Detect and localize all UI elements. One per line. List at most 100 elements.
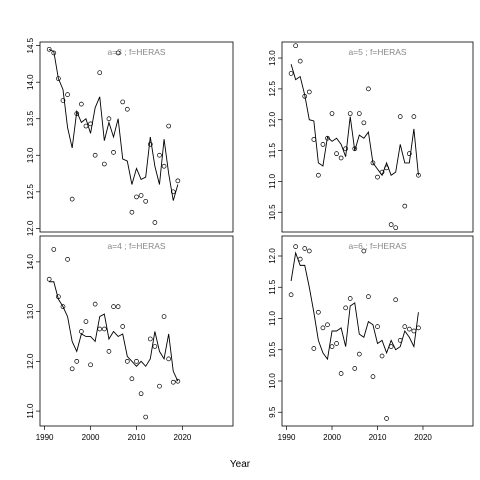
data-point (83, 123, 89, 129)
data-point (101, 326, 107, 332)
x-tick-label: 2000 (323, 433, 341, 442)
y-tick-label: 11.5 (268, 279, 277, 295)
fitted-line (290, 251, 419, 361)
data-point (83, 319, 89, 324)
data-point (288, 71, 294, 76)
x-tick-label: 1990 (278, 433, 296, 442)
data-point (352, 146, 358, 152)
panel-title: a=4 ; f=HERAS (107, 241, 165, 251)
data-point (65, 257, 70, 262)
data-point (115, 50, 121, 56)
panel-title: a=5 ; f=HERAS (348, 47, 406, 57)
data-point (69, 196, 75, 202)
data-point (311, 346, 317, 351)
data-point (370, 374, 376, 379)
fitted-line (290, 64, 419, 177)
x-tick-label: 1990 (36, 433, 54, 442)
data-point (388, 222, 394, 227)
data-point (334, 341, 339, 346)
data-point (51, 247, 57, 252)
data-point (329, 344, 335, 349)
y-tick-label: 13.0 (26, 147, 35, 163)
data-point (106, 116, 112, 122)
data-point (375, 324, 380, 329)
data-point (347, 111, 353, 116)
data-point (138, 193, 144, 198)
data-point (416, 325, 421, 331)
data-point (92, 152, 98, 158)
data-point (175, 378, 181, 384)
data-point (297, 58, 303, 64)
panel-title: a=3 ; f=HERAS (107, 47, 165, 57)
data-point (343, 305, 349, 311)
data-point (129, 376, 135, 382)
data-point (388, 344, 394, 349)
data-point (384, 416, 389, 421)
data-point (311, 137, 317, 142)
data-point (111, 304, 116, 309)
data-point (361, 120, 367, 126)
data-point (384, 165, 389, 171)
data-point (166, 356, 172, 362)
y-tick-label: 9.5 (268, 406, 277, 418)
y-tick-label: 14.0 (26, 74, 35, 90)
data-point (106, 349, 112, 354)
y-tick-label: 10.0 (268, 373, 277, 389)
data-point (56, 76, 61, 81)
data-point (97, 70, 103, 76)
fitted-line (48, 48, 179, 201)
data-point (302, 93, 308, 99)
data-point (129, 209, 135, 215)
y-tick-label: 11.0 (268, 310, 277, 326)
plot-frame (39, 235, 234, 427)
y-tick-label: 13.5 (26, 110, 35, 126)
data-point (101, 161, 107, 167)
data-point (65, 92, 70, 97)
data-point (329, 111, 335, 116)
data-point (356, 351, 362, 357)
data-point (402, 203, 408, 209)
data-point (306, 89, 312, 95)
data-point (397, 338, 403, 343)
data-point (124, 106, 130, 112)
data-point (60, 98, 66, 103)
data-point (316, 309, 321, 315)
data-point (416, 172, 421, 178)
data-point (297, 256, 303, 262)
data-point (79, 101, 84, 107)
data-point (411, 328, 417, 334)
data-point (320, 142, 326, 147)
data-point (147, 336, 153, 342)
data-point (92, 301, 98, 307)
data-point (361, 248, 367, 254)
data-point (74, 111, 80, 116)
data-point (406, 151, 412, 157)
data-point (366, 86, 371, 92)
y-tick-label: 10.5 (268, 341, 277, 357)
data-point (370, 160, 376, 166)
data-point (46, 46, 52, 52)
x-tick-label: 2010 (128, 433, 146, 442)
data-point (402, 324, 408, 329)
data-point (293, 43, 298, 49)
data-point (356, 111, 362, 116)
plot-frame (39, 41, 234, 233)
x-tick-label: 2000 (82, 433, 100, 442)
data-point (347, 296, 353, 301)
data-point (161, 163, 167, 169)
data-point (134, 358, 139, 364)
data-point (88, 121, 93, 127)
data-point (316, 172, 321, 178)
plot-frame (281, 41, 474, 233)
data-point (152, 220, 158, 225)
data-point (352, 366, 358, 371)
data-point (56, 294, 61, 300)
data-point (138, 391, 144, 397)
data-point (124, 358, 130, 364)
y-tick-label: 11.0 (268, 173, 277, 189)
data-point (325, 322, 330, 328)
data-point (51, 50, 57, 56)
data-point (115, 304, 121, 309)
data-point (366, 294, 371, 299)
